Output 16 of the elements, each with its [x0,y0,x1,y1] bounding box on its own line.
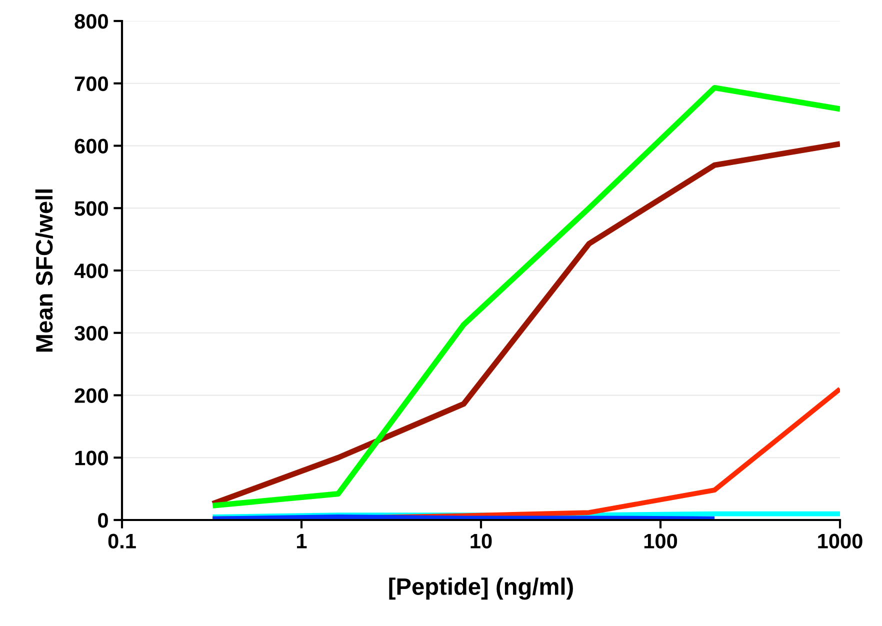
x-tick-label: 0.1 [108,534,136,548]
x-tick-label: 1000 [818,534,862,548]
y-tick-label: 400 [74,264,108,278]
x-axis-title: [Peptide] (ng/ml) [389,578,573,600]
y-tick-label: 500 [74,201,108,216]
x-tick-label: 1 [297,534,307,548]
y-tick-label: 100 [75,450,108,466]
x-tick-label: 100 [644,534,678,548]
x-tick-label: 10 [470,534,492,548]
y-tick-label: 800 [74,14,108,29]
y-tick-label: 0 [98,513,108,528]
y-tick-label: 300 [74,326,108,341]
y-tick-label: 200 [74,388,108,404]
y-axis-title: Mean SFC/well [35,190,53,352]
y-tick-label: 600 [74,138,108,154]
y-tick-label: 700 [74,76,108,92]
